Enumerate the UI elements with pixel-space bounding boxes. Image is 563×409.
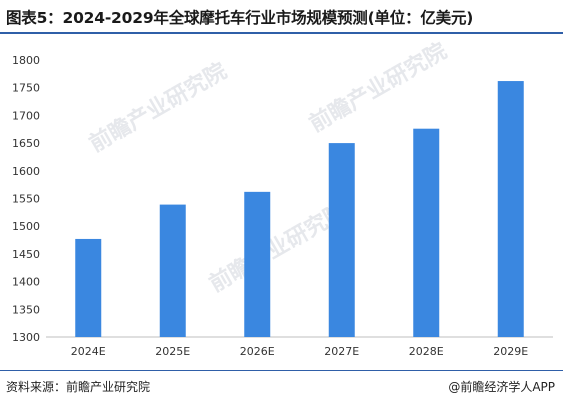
x-tick-label: 2029E: [493, 345, 528, 358]
bar-2024E: [75, 238, 102, 337]
bar-2029E: [497, 81, 524, 337]
x-tick-label: 2025E: [155, 345, 190, 358]
y-tick-label: 1600: [12, 165, 40, 178]
x-tick-label: 2026E: [240, 345, 275, 358]
bar-2026E: [244, 191, 271, 337]
bar-2027E: [328, 143, 355, 337]
bar-2028E: [413, 128, 440, 337]
bar-chart: 1300 1350 1400 1450 1500 1550 1600 1650 1700 1750…: [12, 54, 553, 358]
y-tick-label: 1400: [12, 276, 40, 289]
x-tick-label: 2027E: [324, 345, 359, 358]
x-tick-label: 2028E: [409, 345, 444, 358]
title-divider: [0, 32, 563, 34]
y-tick-label: 1500: [12, 220, 40, 233]
y-tick-label: 1750: [12, 82, 40, 95]
brand-label: @前瞻经济学人APP: [448, 380, 555, 394]
x-tick-label: 2024E: [71, 345, 106, 358]
y-tick-label: 1550: [12, 193, 40, 206]
y-tick-label: 1800: [12, 54, 40, 67]
y-tick-label: 1350: [12, 303, 40, 316]
bar-2025E: [159, 204, 186, 337]
source-divider: [0, 370, 563, 371]
y-tick-label: 1300: [12, 331, 40, 344]
source-note: 资料来源：前瞻产业研究院: [6, 380, 151, 394]
chart-title: 图表5：2024-2029年全球摩托车行业市场规模预测(单位：亿美元): [6, 9, 474, 27]
y-tick-label: 1450: [12, 248, 40, 261]
y-tick-label: 1700: [12, 109, 40, 122]
y-tick-label: 1650: [12, 137, 40, 150]
